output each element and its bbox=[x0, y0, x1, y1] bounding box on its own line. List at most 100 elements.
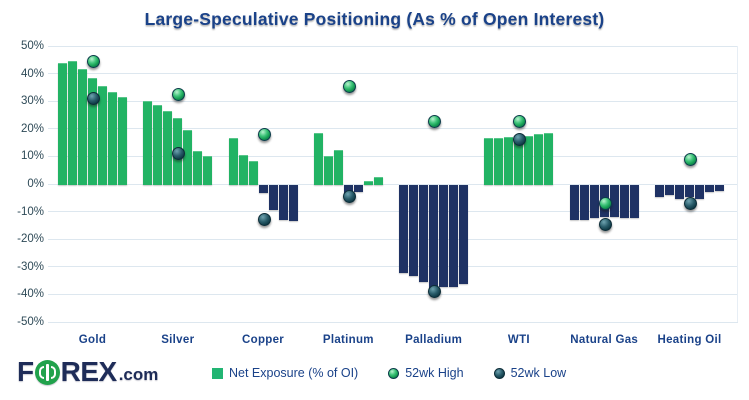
bar-copper-1 bbox=[228, 138, 238, 185]
bar-heating-oil-5 bbox=[695, 185, 704, 199]
bar-gold-4 bbox=[88, 77, 97, 185]
bar-wti-1 bbox=[484, 138, 494, 185]
marker-52wk-high-wti bbox=[513, 115, 527, 129]
ytick-label-40%: 40% bbox=[20, 67, 44, 80]
marker-52wk-low-silver bbox=[172, 147, 186, 161]
bar-gold-3 bbox=[78, 69, 87, 185]
xlabel-heating-oil: Heating Oil bbox=[657, 334, 722, 346]
bar-gold-6 bbox=[108, 91, 117, 185]
bar-wti-5 bbox=[524, 135, 534, 185]
gridline-40% bbox=[48, 73, 738, 75]
marker-52wk-low-copper bbox=[257, 213, 271, 227]
bar-platinum-6 bbox=[363, 181, 373, 185]
legend-label: 52wk Low bbox=[510, 366, 567, 380]
xlabel-gold: Gold bbox=[78, 334, 107, 346]
bar-wti-2 bbox=[494, 138, 504, 185]
marker-52wk-high-natural-gas bbox=[598, 196, 612, 210]
legend-label: Net Exposure (% of OI) bbox=[229, 366, 359, 380]
ytick-label--40%: -40% bbox=[17, 288, 44, 301]
bar-silver-3 bbox=[163, 110, 173, 185]
ytick-label-10%: 10% bbox=[20, 150, 44, 163]
bar-wti-7 bbox=[544, 132, 554, 185]
logo-text-rex: REX bbox=[60, 356, 118, 387]
bar-palladium-4 bbox=[429, 185, 439, 289]
gridline-30% bbox=[48, 100, 738, 102]
gridline--20% bbox=[48, 238, 738, 240]
bar-palladium-3 bbox=[419, 185, 429, 282]
bar-wti-6 bbox=[534, 134, 544, 185]
plot-area bbox=[48, 45, 738, 323]
bar-platinum-7 bbox=[373, 177, 383, 185]
bar-palladium-7 bbox=[459, 185, 469, 285]
marker-52wk-low-heating-oil bbox=[684, 196, 697, 210]
xlabel-silver: Silver bbox=[161, 334, 195, 346]
bar-copper-7 bbox=[288, 185, 298, 221]
bar-copper-6 bbox=[278, 185, 288, 220]
legend-item-52wk-high: 52wk High bbox=[388, 366, 464, 380]
marker-52wk-low-platinum bbox=[342, 189, 356, 203]
marker-52wk-high-heating-oil bbox=[684, 152, 697, 166]
ytick-label--50%: -50% bbox=[17, 316, 44, 328]
ytick-label-30%: 30% bbox=[20, 95, 44, 108]
marker-52wk-low-gold bbox=[87, 91, 100, 105]
bar-palladium-6 bbox=[449, 185, 459, 288]
plot-right-border bbox=[737, 46, 738, 322]
bar-silver-7 bbox=[203, 156, 213, 185]
bar-palladium-1 bbox=[399, 185, 409, 274]
bar-platinum-5 bbox=[353, 185, 363, 192]
52wk-high-dot-icon bbox=[388, 367, 400, 379]
bar-natural-gas-5 bbox=[609, 185, 619, 217]
gridline--10% bbox=[48, 211, 738, 213]
logo-tld: .com bbox=[118, 365, 159, 384]
bar-copper-2 bbox=[238, 155, 248, 185]
bar-natural-gas-1 bbox=[569, 185, 579, 220]
gridline-0% bbox=[48, 183, 738, 185]
xlabel-platinum: Platinum bbox=[322, 334, 374, 346]
bar-heating-oil-6 bbox=[705, 185, 714, 192]
ytick-label--30%: -30% bbox=[17, 260, 44, 273]
ytick-label-50%: 50% bbox=[20, 40, 44, 52]
bar-platinum-3 bbox=[333, 149, 343, 185]
xlabel-wti: WTI bbox=[507, 334, 530, 346]
gridline--30% bbox=[48, 266, 738, 268]
marker-52wk-high-silver bbox=[172, 87, 186, 101]
gridline-20% bbox=[48, 128, 738, 130]
marker-52wk-low-natural-gas bbox=[598, 217, 612, 231]
bar-heating-oil-7 bbox=[715, 185, 724, 191]
bar-natural-gas-7 bbox=[629, 185, 639, 219]
gridline-10% bbox=[48, 155, 738, 157]
legend-item-52wk-low: 52wk Low bbox=[493, 366, 567, 380]
chart-title: Large-Speculative Positioning (As % of O… bbox=[144, 9, 605, 29]
legend-label: 52wk High bbox=[405, 366, 464, 380]
bar-platinum-1 bbox=[313, 132, 323, 185]
gridline--40% bbox=[48, 293, 738, 295]
bar-heating-oil-1 bbox=[655, 185, 664, 198]
bar-copper-3 bbox=[248, 160, 258, 185]
bar-gold-2 bbox=[68, 61, 77, 185]
bar-copper-4 bbox=[258, 185, 268, 194]
bar-heating-oil-3 bbox=[675, 185, 684, 199]
gridline-50% bbox=[48, 45, 738, 47]
ytick-label-0%: 0% bbox=[27, 178, 44, 190]
logo-o-globe-icon bbox=[34, 359, 60, 385]
marker-52wk-high-copper bbox=[257, 127, 271, 141]
logo-text-f: F bbox=[17, 356, 34, 387]
bar-natural-gas-2 bbox=[579, 185, 589, 220]
bar-heating-oil-2 bbox=[665, 185, 674, 195]
52wk-low-dot-icon bbox=[493, 367, 505, 379]
marker-52wk-low-palladium bbox=[428, 285, 442, 299]
ytick-label-20%: 20% bbox=[20, 122, 44, 135]
bar-platinum-2 bbox=[323, 156, 333, 185]
bar-copper-5 bbox=[268, 185, 278, 210]
ytick-label--20%: -20% bbox=[17, 233, 44, 246]
gridline--50% bbox=[48, 321, 738, 323]
bar-heating-oil-4 bbox=[685, 185, 694, 198]
bar-palladium-5 bbox=[439, 185, 449, 288]
marker-52wk-high-palladium bbox=[428, 115, 442, 129]
net-exposure-swatch-icon bbox=[212, 367, 223, 379]
ytick-label--10%: -10% bbox=[17, 205, 44, 218]
bar-silver-6 bbox=[193, 150, 203, 185]
bar-silver-5 bbox=[183, 130, 193, 185]
bar-natural-gas-3 bbox=[589, 185, 599, 219]
